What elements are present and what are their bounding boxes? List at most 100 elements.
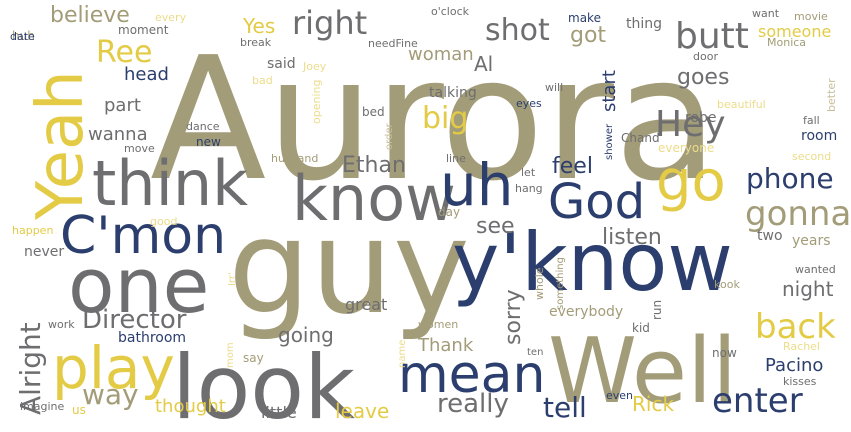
word-kid: kid [632,321,650,335]
word-start: start [599,70,620,112]
word-phone: phone [746,162,834,195]
word-big: big [422,101,468,136]
word-al: Al [474,52,493,76]
word-aurora: Aurora [150,21,718,219]
word-gonna: gonna [745,194,851,234]
word-new: new [196,135,221,149]
word-bad: bad [252,74,273,87]
word-leave: leave [335,399,389,423]
word-great: great [345,295,387,314]
word-night: night [782,277,834,301]
word-someone: someone [758,22,831,41]
word-beautiful: beautiful [717,98,766,111]
word-huh: huh [12,29,35,43]
word-going: going [278,323,334,347]
word-hey: Hey [655,104,726,145]
word-hang: hang [515,182,543,195]
word-mom: mom [225,342,236,368]
word-every: every [155,11,187,24]
word-ree: Ree [96,35,152,70]
word-eyes: eyes [516,97,542,110]
word-door: door [693,50,718,63]
word-never: never [24,244,64,260]
word-joey: Joey [302,60,327,73]
word-us: us [72,403,86,417]
word-listen: listen [602,225,662,250]
word-monica: Monica [767,36,806,49]
word-happen: happen [12,224,53,237]
word-order: order [384,122,395,150]
word-everyone: everyone [658,141,714,155]
word-work: work [48,318,75,331]
word-husband: husband [271,152,318,165]
word-talking: talking [429,85,477,101]
word-want: want [752,7,780,20]
word-now: now [712,346,737,360]
word-yes: Yes [242,14,275,38]
word-thank: Thank [417,335,474,356]
word-guy: guy [228,191,470,343]
word-better: better [825,78,838,112]
word-believe: believe [50,3,130,28]
word-fall: fall [803,114,820,127]
word-women: women [418,318,458,331]
word-break: break [240,36,272,49]
word-will: will [545,81,563,94]
word-know: know [292,162,456,235]
word-chand: Chand [621,131,660,145]
word-even: even [606,389,633,402]
word-shower: shower [604,123,615,160]
word-way: way [82,378,139,411]
word-thing: thing [626,16,662,32]
word-wanted: wanted [795,263,836,276]
word-shot: shot [485,13,550,48]
word-see: see [476,214,515,239]
word-director: Director [82,305,187,335]
word-needfine: needFine [368,37,418,50]
word-moment: moment [118,23,169,37]
word-mean: mean [398,345,545,405]
word-back: back [755,307,836,347]
word-good: good [150,215,177,228]
word-go: go [656,149,726,214]
word-imagine: imagine [20,400,65,413]
word-line: line [446,152,466,165]
word-god: God [548,174,645,230]
word-bathroom: bathroom [118,330,186,346]
word-y-know: y'know [452,216,733,309]
word-one: one [68,241,209,330]
word-movie: movie [794,10,828,23]
word-goes: goes [677,65,729,90]
word-everybody: everybody [549,304,623,320]
word-enter: enter [712,381,803,421]
word-ten: ten [527,347,543,358]
word-say: say [243,351,264,365]
word-whole: whole [533,267,546,300]
word-opening: opening [310,80,323,124]
word-two: two [757,228,783,244]
word-kisses: kisses [783,375,817,388]
word-room: room [801,128,837,144]
word-something: something [555,257,566,310]
word-run: run [650,300,664,320]
word-right: right [292,4,367,42]
word-ethan: Ethan [342,153,406,178]
word-part: part [104,95,141,116]
word-butt: butt [675,16,749,57]
word-play: play [52,334,175,402]
word-rick: Rick [632,392,674,416]
word-pacino: Pacino [765,355,823,376]
word-irr: Irr' [227,272,238,286]
word-wanna: wanna [88,124,148,145]
word-date: date [10,30,35,43]
word-said: said [267,56,296,72]
word-head: head [124,64,169,85]
word-think: think [92,147,248,220]
word-dance: dance [186,120,220,133]
word-well: Well [548,319,737,424]
word-kook: kook [714,278,740,291]
word-o-clock: o'clock [431,5,470,18]
word-second: second [792,150,831,163]
word-feel: feel [552,154,593,179]
